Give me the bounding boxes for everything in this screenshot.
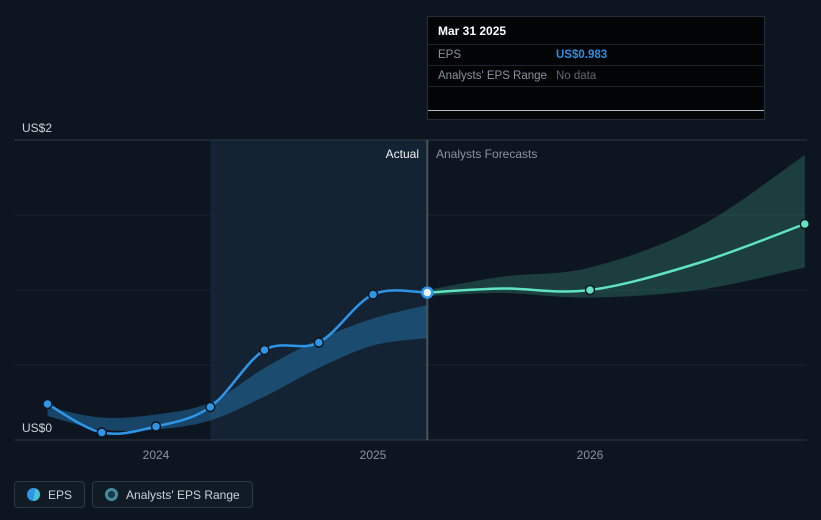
forecast-band (427, 155, 805, 298)
y-axis-label: US$2 (22, 121, 52, 135)
hover-tooltip: Mar 31 2025 EPS US$0.983 Analysts' EPS R… (427, 16, 765, 120)
tooltip-range-row: Analysts' EPS Range No data (428, 66, 764, 87)
data-point[interactable] (313, 337, 325, 348)
actual-region-label: Actual (385, 147, 419, 161)
legend-range-label: Analysts' EPS Range (126, 487, 240, 502)
chart-legend: EPS Analysts' EPS Range (14, 481, 253, 508)
tooltip-baseline (428, 110, 764, 111)
data-point[interactable] (96, 427, 108, 438)
tooltip-range-label: Analysts' EPS Range (438, 70, 547, 82)
tooltip-range-value: No data (556, 70, 597, 82)
legend-range-toggle[interactable]: Analysts' EPS Range (92, 481, 253, 508)
tooltip-eps-row: EPS US$0.983 (428, 45, 764, 66)
tooltip-eps-label: EPS (438, 49, 462, 61)
data-point[interactable] (799, 218, 811, 230)
tooltip-spacer (428, 87, 764, 110)
data-point[interactable] (367, 289, 379, 300)
range-dot-icon (105, 488, 119, 501)
legend-eps-label: EPS (48, 487, 73, 502)
tooltip-eps-value: US$0.983 (556, 49, 608, 61)
x-tick-label: 2024 (143, 448, 170, 462)
history-band (47, 305, 428, 431)
data-point[interactable] (205, 401, 216, 413)
tooltip-date: Mar 31 2025 (428, 17, 764, 45)
hovered-data-point[interactable] (421, 286, 434, 299)
eps-line (46, 289, 429, 436)
x-tick-label: 2025 (360, 448, 387, 462)
forecasts-region-label: Analysts Forecasts (436, 147, 538, 161)
y-axis-label: US$0 (22, 421, 52, 435)
x-tick-label: 2026 (577, 448, 604, 462)
data-point[interactable] (42, 398, 53, 410)
data-point[interactable] (584, 284, 596, 296)
data-point[interactable] (259, 344, 270, 356)
eps-dot-icon (27, 488, 40, 501)
data-point[interactable] (150, 421, 162, 432)
legend-eps-toggle[interactable]: EPS (14, 481, 86, 508)
